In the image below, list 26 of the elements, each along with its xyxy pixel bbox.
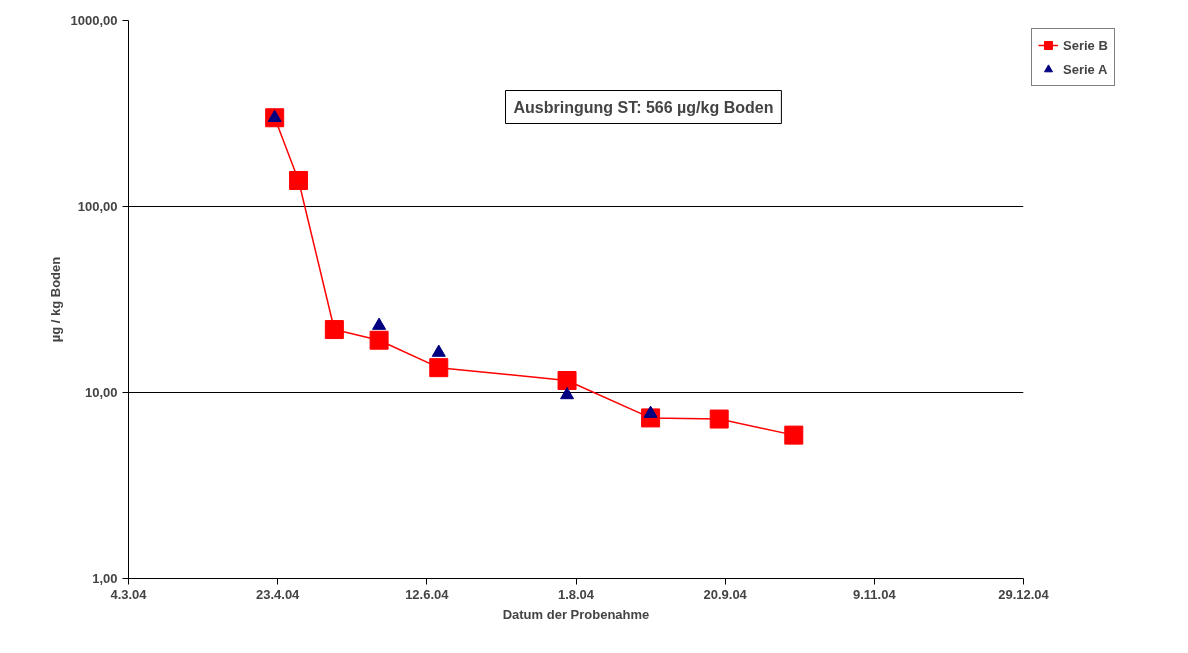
x-tick-label: 12.6.04 <box>405 586 450 602</box>
legend-label: Serie A <box>1063 61 1108 77</box>
x-tick-label: 20.9.04 <box>703 586 748 602</box>
point <box>557 371 577 391</box>
point <box>324 320 344 340</box>
point <box>709 409 729 429</box>
x-tick-label: 4.3.04 <box>110 586 148 602</box>
y-tick-label: 10,00 <box>84 385 118 400</box>
point <box>784 425 804 445</box>
y-axis-title: µg / kg Boden <box>47 256 63 343</box>
point <box>369 330 389 350</box>
x-tick-label: 23.4.04 <box>255 586 301 602</box>
point <box>560 386 575 400</box>
x-tick-label: 29.12.04 <box>998 586 1050 602</box>
x-tick-label: 9.11.04 <box>853 586 897 602</box>
point <box>429 358 449 378</box>
x-tick-label: 1.8.04 <box>557 586 595 602</box>
x-axis-title: Datum der Probenahme <box>502 606 650 622</box>
legend-label: Serie B <box>1063 37 1108 53</box>
y-tick-label: 1,00 <box>92 571 118 586</box>
point <box>431 344 446 357</box>
point <box>289 170 309 190</box>
y-tick-label: 100,00 <box>77 199 118 214</box>
point <box>372 317 387 330</box>
annotation: Ausbringung ST: 566 µg/kg Boden <box>513 98 774 116</box>
y-tick-label: 1000,00 <box>70 13 118 28</box>
